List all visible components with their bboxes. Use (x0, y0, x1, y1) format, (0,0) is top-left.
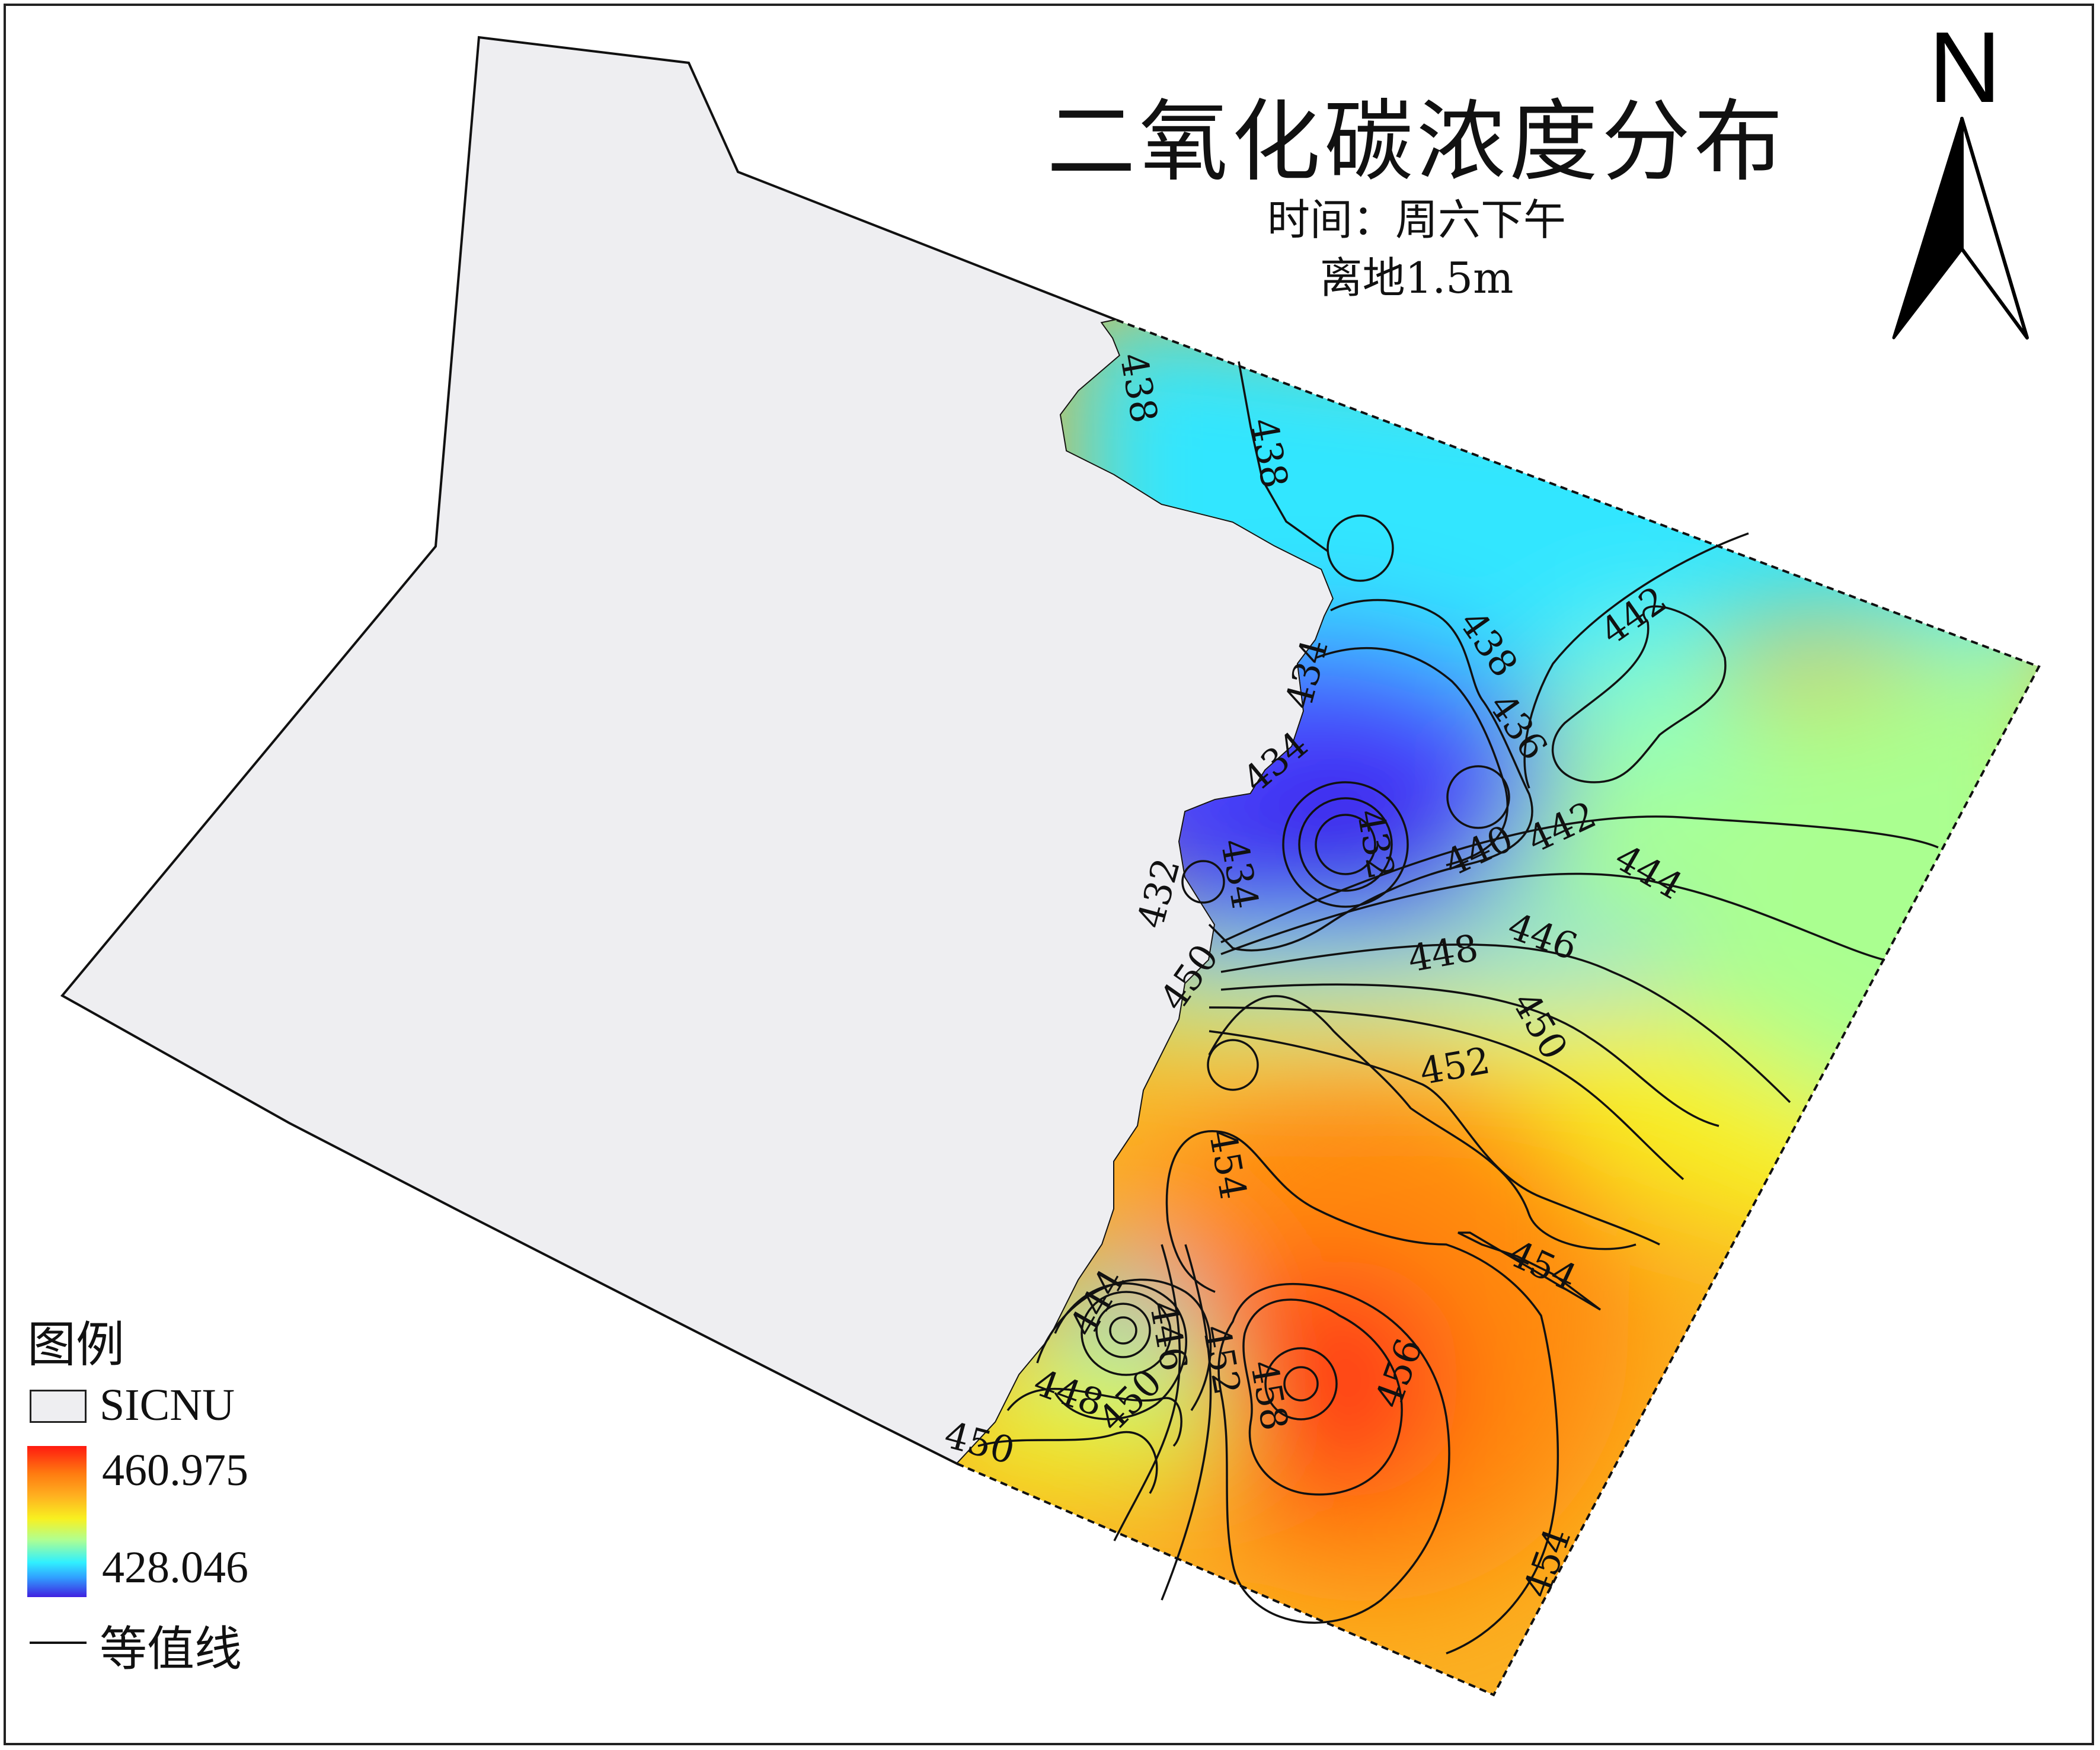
legend-min-value: 428.046 (102, 1543, 248, 1592)
legend-color-ramp (27, 1446, 87, 1597)
map-title: 二氧化碳浓度分布 (1046, 91, 1786, 194)
surface-boundary (957, 319, 2041, 1697)
legend-contour-label: 等值线 (100, 1621, 242, 1677)
legend-max-value: 460.975 (102, 1445, 248, 1495)
north-arrow-icon (1892, 117, 2029, 340)
contour-lines (977, 361, 1939, 1655)
legend-title: 图例 (27, 1317, 125, 1373)
map-subtitle-time: 时间：周六下午 (1267, 195, 1566, 245)
north-label: N (1928, 11, 2002, 124)
map-subtitle-height: 离地1.5m (1319, 253, 1514, 303)
legend-region-swatch (30, 1390, 87, 1423)
legend-contour-swatch (30, 1642, 87, 1644)
legend-region-label: SICNU (100, 1380, 235, 1430)
